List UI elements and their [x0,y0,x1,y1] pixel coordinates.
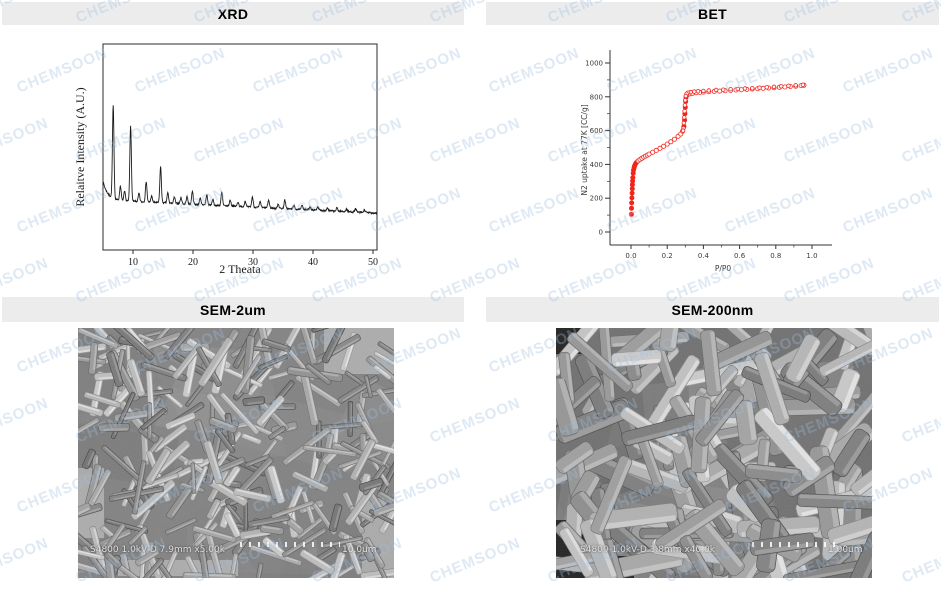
svg-text:200: 200 [590,195,603,203]
bet-x-axis-label: P/P0 [715,264,732,273]
bet-chart: 0 200 400 600 800 1000 0.0 0.2 0.4 0.6 0.8 1.0 N2 u… [580,50,832,273]
svg-text:800: 800 [590,93,603,101]
svg-text:1000: 1000 [585,60,603,68]
sem-200nm-caption: S4800 1.0kV-D 3.8mm x40.0k [580,545,715,555]
watermark-text: CHEMSOON [0,394,52,447]
bet-y-axis-label: N2 uptake at 77K [CC/g] [580,104,589,195]
watermark-text: CHEMSOON [899,534,941,587]
xrd-y-axis-label: Relaitve Intensity (A.U.) [73,87,87,206]
xrd-plot-area: 10 20 30 40 50 [102,43,378,268]
svg-text:400: 400 [590,161,603,169]
sem1-generated [78,328,394,578]
panel-title-xrd: XRD [217,5,249,22]
svg-text:0.8: 0.8 [770,252,781,260]
svg-text:0.0: 0.0 [625,252,636,260]
sem-2um-image: S4800 1.0kV-D 7.9mm x5.00k 10.0um [78,328,394,578]
svg-text:40: 40 [308,257,318,268]
sem-200nm-micrograph [556,328,872,578]
xrd-x-ticks: 10 20 30 40 50 [128,250,378,268]
sem-2um-micrograph [78,328,394,578]
sem-200nm-scale-ruler [752,542,836,547]
svg-text:50: 50 [368,257,378,268]
xrd-curve [102,105,378,216]
watermark-text: CHEMSOON [427,394,524,447]
panel-header-xrd: XRD [2,2,464,25]
bet-series-adsorption [628,82,807,217]
svg-text:10: 10 [128,257,138,268]
watermark-text: CHEMSOON [427,534,524,587]
watermark-text: CHEMSOON [427,114,524,167]
svg-text:20: 20 [188,257,198,268]
watermark-text: CHEMSOON [0,534,52,587]
svg-text:0.6: 0.6 [734,252,746,260]
panel-title-bet: BET [698,5,727,22]
sem-200nm-image: S4800 1.0kV-D 3.8mm x40.0k 1.00um [556,328,872,578]
sem2-generated [556,328,872,578]
sem-200nm-scale-label: 1.00um [828,545,863,555]
panel-header-bet: BET [486,2,939,25]
svg-text:0: 0 [599,229,603,237]
svg-text:0.2: 0.2 [662,252,673,260]
xrd-x-axis-label: 2 Theata [219,262,261,276]
panel-header-sem-2um: SEM-2um [2,297,464,322]
panel-title-sem-2um: SEM-2um [200,301,266,318]
xrd-chart: 10 20 30 40 50 Relaitve Intensity (A.U.) 2 T… [73,43,378,276]
svg-text:0.4: 0.4 [698,252,710,260]
watermark-text: CHEMSOON [899,394,941,447]
bet-series-desorption [680,82,806,133]
svg-text:600: 600 [590,127,603,135]
xrd-frame [102,43,378,251]
svg-text:30: 30 [248,257,258,268]
watermark-text: CHEMSOON [899,114,941,167]
sem-2um-scale-label: 10.0um [342,545,377,555]
panel-header-sem-200nm: SEM-200nm [486,297,939,322]
sem-2um-caption: S4800 1.0kV-D 7.9mm x5.00k [90,545,225,555]
bet-axes: 0 200 400 600 800 1000 0.0 0.2 0.4 0.6 0.8 1.0 [585,50,832,260]
svg-text:1.0: 1.0 [806,252,817,260]
bet-plot-area: 0 200 400 600 800 1000 0.0 0.2 0.4 0.6 0.8 1.0 [585,50,832,260]
watermark-text: CHEMSOON [0,114,52,167]
panel-title-sem-200nm: SEM-200nm [671,301,754,318]
sem-2um-scale-ruler [240,542,340,547]
